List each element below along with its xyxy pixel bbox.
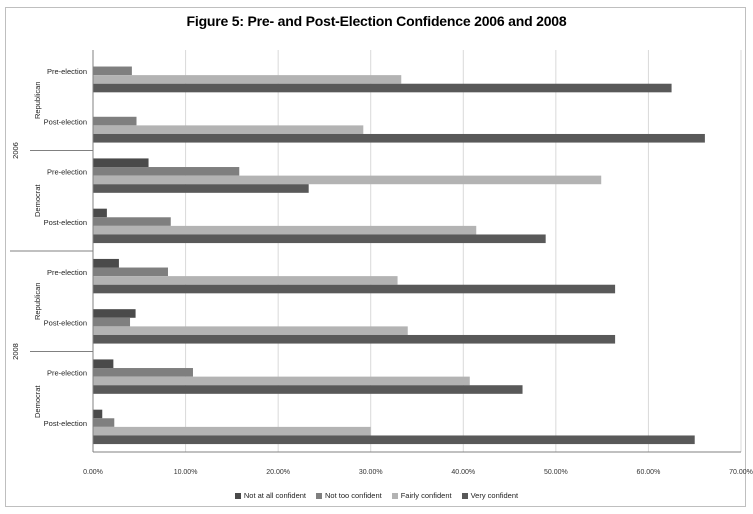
bar — [93, 409, 103, 419]
legend-item: Not too confident — [316, 491, 382, 500]
bar — [93, 258, 119, 268]
category-label: Post-election — [44, 419, 87, 428]
x-tick-label: 20.00% — [266, 469, 290, 476]
chart-title: Figure 5: Pre- and Post-Election Confide… — [186, 13, 567, 29]
legend-swatch — [391, 492, 398, 499]
bar — [93, 334, 616, 344]
bar — [93, 116, 137, 126]
bar — [93, 184, 309, 193]
legend-swatch — [461, 492, 468, 499]
legend-label: Fairly confident — [400, 490, 452, 500]
bar — [93, 359, 114, 369]
bar — [93, 66, 132, 76]
category-label: Post-election — [44, 218, 87, 227]
legend-item: Not at all confident — [234, 490, 306, 500]
bar — [93, 426, 371, 436]
bar — [93, 83, 672, 93]
legend-label: Very confident — [470, 490, 519, 500]
legend-swatch — [234, 492, 241, 499]
year-label: 2008 — [11, 343, 20, 360]
bar — [93, 317, 131, 327]
category-label: Post-election — [44, 318, 87, 327]
x-tick-label: 70.00% — [729, 469, 753, 476]
bar — [93, 125, 364, 134]
party-label: Republican — [33, 282, 42, 320]
bar — [93, 234, 546, 244]
bar — [93, 418, 115, 427]
bar — [93, 175, 602, 185]
bar — [93, 267, 168, 277]
bar — [93, 225, 477, 235]
bar — [93, 75, 402, 84]
party-label: Democrat — [33, 385, 42, 418]
bar — [93, 368, 193, 377]
x-tick-label: 0.00% — [83, 469, 103, 476]
x-tick-label: 40.00% — [451, 469, 475, 476]
bar — [93, 326, 408, 335]
legend-item: Fairly confident — [391, 490, 452, 500]
chart-legend: Not at all confident Not too confident Fai… — [0, 490, 753, 500]
bar — [93, 385, 523, 394]
bar — [93, 167, 240, 176]
year-label: 2006 — [11, 142, 20, 159]
legend-label: Not too confident — [325, 490, 382, 500]
legend-swatch — [316, 492, 322, 499]
legend-item: Very confident — [461, 490, 519, 500]
bar — [93, 435, 695, 445]
legend-label: Not at all confident — [243, 490, 306, 500]
category-label: Post-election — [44, 117, 87, 126]
party-label: Republican — [33, 81, 42, 119]
bar — [93, 309, 136, 318]
category-label: Pre-election — [47, 67, 87, 76]
category-label: Pre-election — [47, 268, 87, 277]
bar — [93, 158, 149, 168]
bar — [93, 284, 616, 294]
x-tick-label: 10.00% — [174, 469, 198, 476]
bar — [93, 376, 470, 386]
bar — [93, 276, 398, 285]
party-label: Democrat — [33, 184, 42, 217]
bar — [93, 208, 107, 218]
x-tick-label: 30.00% — [359, 469, 383, 476]
x-tick-label: 60.00% — [637, 469, 661, 476]
category-label: Pre-election — [47, 168, 87, 177]
x-tick-label: 50.00% — [544, 469, 568, 476]
bar — [93, 133, 705, 143]
bar — [93, 217, 171, 226]
category-label: Pre-election — [47, 369, 87, 378]
